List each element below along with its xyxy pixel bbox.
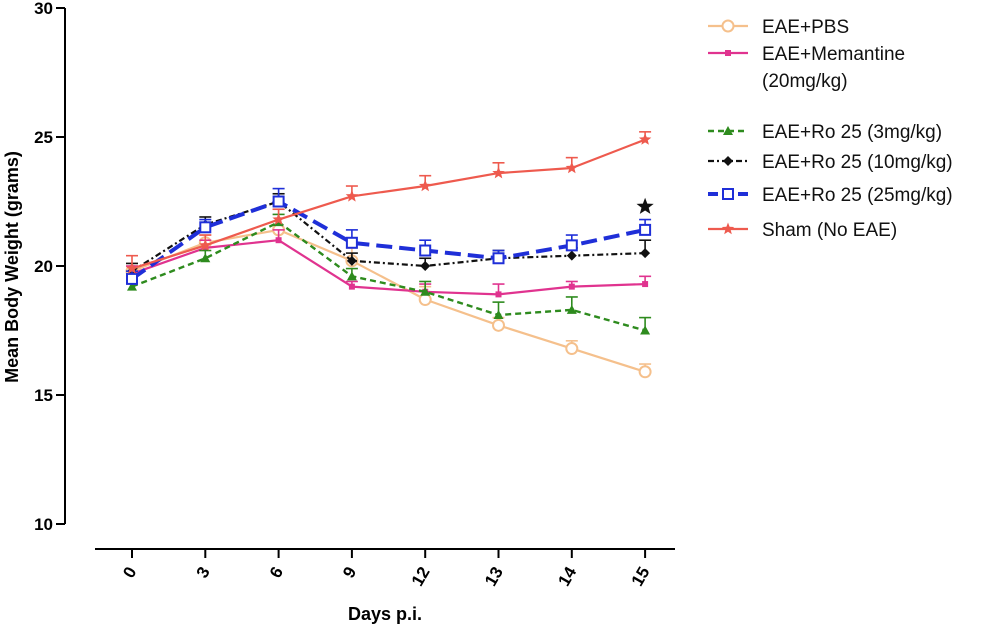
- series-line: [131, 138, 646, 270]
- data-point: [568, 283, 575, 290]
- axes: 10 15 20 25 30 0 3 6 9 12 13 14 15: [34, 0, 675, 589]
- data-point: [566, 250, 577, 261]
- legend-marker: [722, 188, 734, 200]
- y-tick-label: 15: [34, 386, 53, 405]
- data-point: [565, 342, 579, 356]
- data-point: [199, 238, 212, 251]
- x-tick-label: 14: [554, 563, 580, 589]
- data-point: [419, 244, 432, 257]
- data-point: [492, 166, 505, 179]
- legend-marker: [723, 156, 733, 166]
- data-point: [200, 253, 211, 263]
- data-point: [346, 255, 357, 266]
- legend: EAE+PBS EAE+Memantine (20mg/kg) EAE+Ro 25 (…: [708, 17, 953, 241]
- data-point: [492, 252, 505, 265]
- x-tick-label: 12: [408, 564, 434, 590]
- data-point: [495, 291, 502, 298]
- data-point: [346, 271, 357, 281]
- x-tick-label: 6: [266, 564, 287, 582]
- legend-label: EAE+PBS: [762, 17, 849, 38]
- series-line: [131, 239, 646, 296]
- data-point: [345, 236, 358, 249]
- data-point: [639, 223, 652, 236]
- data-point: [126, 272, 138, 285]
- significance-star: [636, 197, 654, 214]
- legend-item: EAE+Ro 25 (25mg/kg): [708, 185, 953, 206]
- series-line: [130, 199, 646, 281]
- data-point: [640, 325, 651, 335]
- legend-item: Sham (No EAE): [708, 220, 897, 241]
- y-tick-label: 25: [34, 128, 53, 147]
- data-point: [493, 310, 504, 320]
- x-axis-title: Days p.i.: [348, 604, 422, 624]
- data-point: [348, 283, 355, 290]
- legend-item: EAE+Ro 25 (3mg/kg): [708, 122, 942, 143]
- data-point: [638, 133, 652, 145]
- x-tick-label: 9: [339, 564, 360, 582]
- legend-item: EAE+Memantine (20mg/kg): [708, 44, 905, 92]
- data-point: [345, 189, 359, 202]
- x-tick-label: 3: [193, 564, 214, 582]
- x-tick-label: 0: [119, 564, 140, 582]
- legend-label: EAE+Ro 25 (10mg/kg): [762, 152, 953, 173]
- y-tick-label: 30: [34, 0, 53, 18]
- data-point: [420, 286, 431, 296]
- data-point: [640, 248, 651, 259]
- data-point: [272, 195, 285, 208]
- legend-label: EAE+Ro 25 (3mg/kg): [762, 122, 942, 143]
- legend-marker: [721, 222, 735, 235]
- x-tick-label: 13: [481, 564, 507, 590]
- data-point: [492, 318, 505, 332]
- legend-marker: [721, 19, 735, 33]
- data-point: [420, 261, 431, 271]
- y-tick-label: 10: [34, 515, 53, 534]
- series-layer: [125, 131, 654, 379]
- legend-item: EAE+Ro 25 (10mg/kg): [708, 152, 953, 173]
- data-point: [127, 281, 137, 291]
- y-tick-label: 20: [34, 257, 53, 276]
- data-point: [566, 304, 577, 314]
- legend-label: EAE+Ro 25 (25mg/kg): [762, 185, 953, 206]
- legend-item: EAE+PBS: [708, 17, 849, 38]
- data-point: [125, 262, 139, 274]
- y-axis-title: Mean Body Weight (grams): [2, 151, 22, 383]
- data-point: [275, 237, 282, 244]
- x-tick-label: 15: [628, 564, 654, 590]
- data-point: [199, 221, 212, 234]
- legend-label: Sham (No EAE): [762, 220, 897, 241]
- data-point: [272, 213, 285, 225]
- data-point: [638, 365, 652, 379]
- series-line: [131, 220, 646, 332]
- series-6: [125, 131, 652, 274]
- legend-label: EAE+Memantine: [762, 44, 905, 65]
- data-point: [565, 239, 578, 252]
- data-point: [642, 281, 649, 288]
- series-line: [131, 200, 646, 273]
- legend-marker: [725, 50, 731, 56]
- data-point: [419, 179, 432, 192]
- data-point: [565, 161, 578, 174]
- series-5: [126, 187, 652, 285]
- legend-marker: [723, 126, 733, 135]
- legend-label: (20mg/kg): [762, 71, 848, 92]
